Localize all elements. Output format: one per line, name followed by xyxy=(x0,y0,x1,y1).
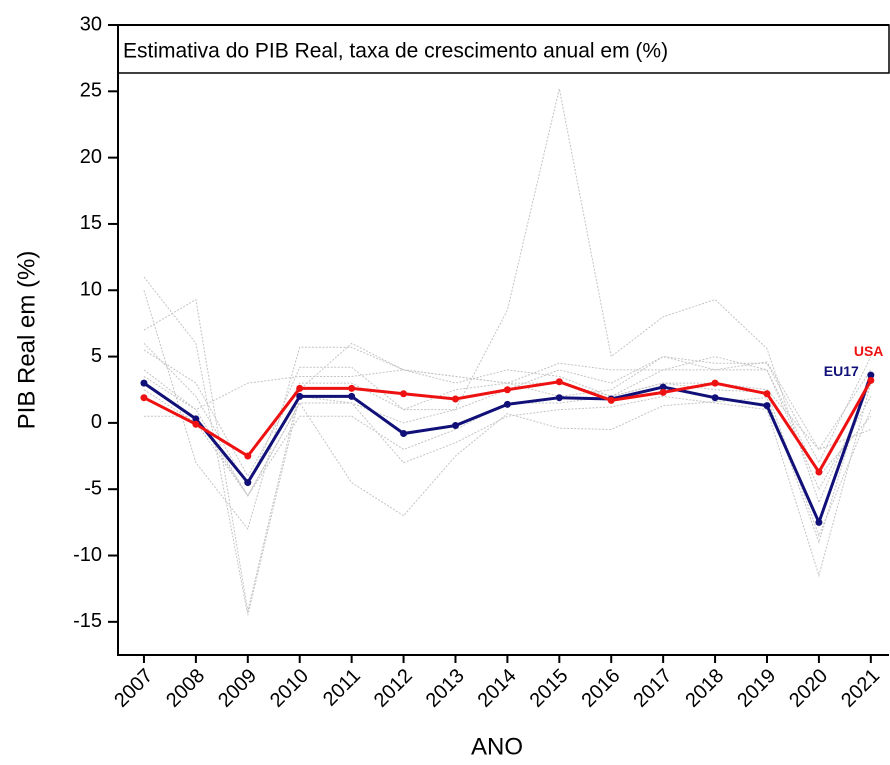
x-tick-label: 2009 xyxy=(214,665,261,712)
series-label: EU17 xyxy=(824,363,859,379)
point xyxy=(867,376,875,384)
x-tick-label: 2007 xyxy=(110,665,157,712)
point xyxy=(607,396,615,404)
x-tick-label: 2018 xyxy=(681,665,728,712)
country-line xyxy=(143,382,872,578)
point xyxy=(348,392,356,400)
country-line xyxy=(143,369,872,451)
country-line xyxy=(143,88,872,616)
chart-title: Estimativa do PIB Real, taxa de crescime… xyxy=(123,40,668,63)
x-tick-label: 2021 xyxy=(837,665,884,712)
series-line xyxy=(143,379,873,475)
point xyxy=(503,386,511,394)
x-tick-label: 2014 xyxy=(474,665,521,712)
x-tick-label: 2019 xyxy=(733,665,780,712)
point xyxy=(815,468,823,476)
point xyxy=(192,420,200,428)
x-tick-label: 2012 xyxy=(370,665,417,712)
x-tick-label: 2020 xyxy=(785,665,832,712)
point xyxy=(192,415,200,423)
x-tick-label: 2010 xyxy=(266,665,313,712)
point xyxy=(659,383,667,391)
series-label: USA xyxy=(854,343,884,359)
point xyxy=(296,384,304,392)
point xyxy=(555,394,563,402)
y-tick-label: -15 xyxy=(73,610,102,632)
point xyxy=(451,422,459,430)
point xyxy=(503,400,511,408)
country-line xyxy=(143,298,872,612)
x-tick-label: 2017 xyxy=(629,665,676,712)
country-line xyxy=(143,290,872,531)
country-line xyxy=(143,349,872,477)
point xyxy=(711,379,719,387)
point xyxy=(763,390,771,398)
point xyxy=(711,394,719,402)
y-tick-label: 20 xyxy=(80,146,102,168)
country-line xyxy=(143,369,872,544)
point xyxy=(244,452,252,460)
point xyxy=(244,479,252,487)
point xyxy=(400,430,408,438)
point xyxy=(348,384,356,392)
x-tick-label: 2013 xyxy=(422,665,469,712)
point xyxy=(140,394,148,402)
x-tick-label: 2016 xyxy=(577,665,624,712)
point xyxy=(451,395,459,403)
country-line xyxy=(143,342,872,491)
y-tick-label: 5 xyxy=(91,345,102,367)
x-tick-label: 2008 xyxy=(162,665,209,712)
y-tick-label: -10 xyxy=(73,544,102,566)
y-tick-label: 15 xyxy=(80,212,102,234)
point xyxy=(555,378,563,386)
y-tick-label: 25 xyxy=(80,80,102,102)
x-tick-label: 2011 xyxy=(319,665,365,711)
y-tick-label: -5 xyxy=(84,477,102,499)
point xyxy=(815,518,823,526)
y-axis-label: PIB Real em (%) xyxy=(13,251,40,430)
point xyxy=(659,388,667,396)
y-tick-label: 10 xyxy=(80,279,102,301)
x-axis-label: ANO xyxy=(471,733,523,760)
point xyxy=(140,379,148,387)
point xyxy=(867,371,875,379)
point xyxy=(296,392,304,400)
point xyxy=(400,390,408,398)
point xyxy=(763,402,771,410)
x-tick-label: 2015 xyxy=(526,665,573,712)
y-tick-label: 0 xyxy=(91,411,102,433)
y-tick-label: 30 xyxy=(80,13,102,35)
